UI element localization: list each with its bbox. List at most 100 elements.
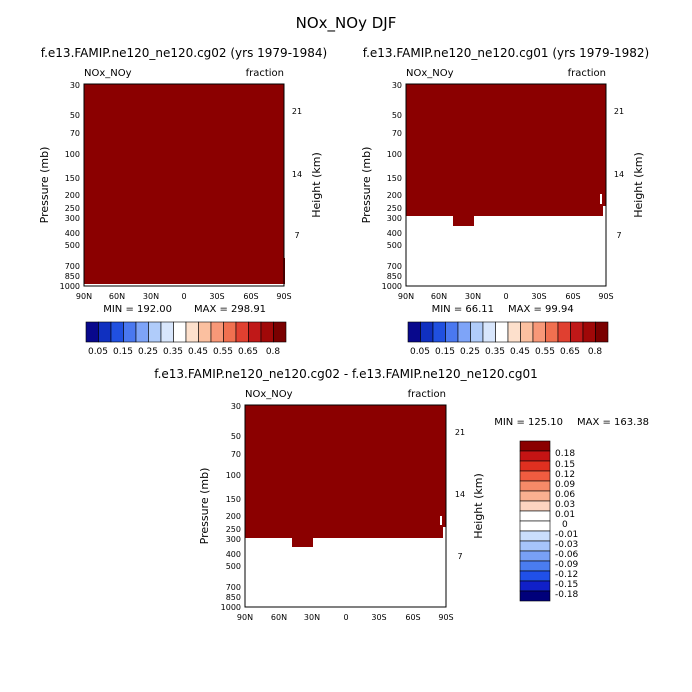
panel-2: f.e13.FAMIP.ne120_ne120.cg01 (yrs 1979-1… (360, 46, 649, 357)
panel-3-title: f.e13.FAMIP.ne120_ne120.cg02 - f.e13.FAM… (154, 367, 538, 381)
panel-3-ylabel: Pressure (mb) (198, 468, 211, 545)
panel-2-field-step-1 (602, 193, 606, 206)
panel-3-colorbar-label: 0.18 (555, 449, 575, 459)
panel-3-ytick-label: 150 (226, 495, 241, 504)
panel-2-ytick-label: 1000 (382, 282, 402, 291)
panel-3-colorbar-label: -0.01 (555, 530, 578, 540)
panel-3-ytick-label: 250 (226, 525, 241, 534)
colorbar-swatch (557, 321, 571, 343)
colorbar-swatch (123, 321, 137, 343)
panel-3-colorbar-label: 0.03 (555, 500, 575, 510)
colorbar-swatch (582, 321, 596, 343)
panel-2-colorbar-labels: 0.05 0.15 0.25 0.35 0.45 0.55 0.65 0.8 (410, 347, 602, 357)
panel-1-field (84, 84, 285, 284)
panel-1-ytick-label: 150 (65, 174, 80, 183)
colorbar-swatch (445, 321, 459, 343)
colorbar-swatch (519, 560, 551, 572)
panel-2-field-main (406, 84, 600, 216)
panel-2-ytick-label: 50 (392, 111, 402, 120)
panel-3-field-strip (439, 405, 446, 516)
colorbar-swatch (432, 321, 446, 343)
panel-1-ytick-label: 200 (65, 191, 80, 200)
panel-2-field-step-2 (599, 204, 603, 216)
panel-2-yticks-right: 21 14 7 (614, 107, 624, 240)
panel-1-xtick-label: 0 (181, 292, 186, 301)
colorbar-swatch (519, 540, 551, 552)
panel-2-xtick-label: 60N (431, 292, 447, 301)
panel-2-ytick-label: 400 (387, 229, 402, 238)
panel-3-colorbar-label: 0.12 (555, 470, 575, 480)
panel-3-field-main (245, 405, 440, 538)
panel-2-colorbar-label: 0.8 (588, 347, 603, 357)
panel-1-colorbar-label: 0.35 (163, 347, 183, 357)
colorbar-swatch (160, 321, 174, 343)
panel-3-field-notch (292, 536, 313, 547)
panel-2-xtick-label: 30S (531, 292, 546, 301)
colorbar-swatch (260, 321, 274, 343)
panel-2-ytick-label: 700 (387, 262, 402, 271)
panel-2-field (406, 84, 606, 226)
panel-2-plot-frame (405, 83, 607, 287)
panel-2-colorbar-label: 0.05 (410, 347, 430, 357)
panel-3-ytick-label: 1000 (221, 603, 241, 612)
panel-3-ytick-right-label: 7 (457, 552, 462, 561)
colorbar-swatch (148, 321, 162, 343)
colorbar-swatch (519, 510, 551, 522)
panel-3-colorbar-label: -0.15 (555, 580, 578, 590)
panel-2-xtick-label: 90N (398, 292, 414, 301)
panel-1-ytick-label: 300 (65, 214, 80, 223)
panel-3-colorbar (519, 440, 551, 602)
panel-3-ytick-label: 400 (226, 550, 241, 559)
colorbar-swatch (570, 321, 584, 343)
panel-1-xtick-label: 90N (76, 292, 92, 301)
panel-3-xtick-label: 30S (371, 613, 386, 622)
panel-1-colorbar-label: 0.25 (138, 347, 158, 357)
panel-1-xtick-label: 90S (276, 292, 291, 301)
panel-1-ytick-right-label: 7 (294, 231, 299, 240)
panel-2-xtick-label: 0 (503, 292, 508, 301)
panel-3-ytick-label: 70 (231, 450, 241, 459)
panel-3-ytick-label: 300 (226, 535, 241, 544)
colorbar-swatch (519, 480, 551, 492)
panel-3-ytick-label: 500 (226, 562, 241, 571)
colorbar-swatch (85, 321, 99, 343)
panel-3-left-label: NOx_NOy (245, 389, 293, 400)
panel-3-yticks: 30 50 70 100 150 200 250 300 400 500 700… (221, 402, 241, 612)
panel-1-colorbar-label: 0.65 (238, 347, 258, 357)
panel-3-xtick-label: 0 (343, 613, 348, 622)
panel-3-ylabel-right: Height (km) (472, 473, 485, 539)
panel-3-colorbar-label: -0.12 (555, 570, 578, 580)
colorbar-swatch (595, 321, 609, 343)
panel-1-colorbar-label: 0.55 (213, 347, 233, 357)
colorbar-swatch (519, 440, 551, 452)
panel-1-ytick-label: 50 (70, 111, 80, 120)
panel-1-ytick-label: 400 (65, 229, 80, 238)
panel-2-right-label: fraction (568, 68, 606, 79)
colorbar-swatch (519, 520, 551, 532)
panel-3-ytick-label: 850 (226, 593, 241, 602)
panel-2-ytick-right-label: 21 (614, 107, 624, 116)
panel-3-ytick-label: 50 (231, 432, 241, 441)
panel-1-colorbar-label: 0.15 (113, 347, 133, 357)
panel-3-min-label: MIN = 125.10 (494, 417, 563, 428)
panel-3-plot-frame (244, 404, 447, 608)
colorbar-swatch (507, 321, 521, 343)
panel-1-max-label: MAX = 298.91 (194, 304, 266, 315)
panel-3-field-step-2 (439, 525, 443, 538)
panel-3-colorbar-label: -0.06 (555, 550, 579, 560)
panel-1-ytick-right-label: 21 (292, 107, 302, 116)
panel-1-right-label: fraction (246, 68, 284, 79)
panel-2-ytick-label: 100 (387, 150, 402, 159)
colorbar-swatch (532, 321, 546, 343)
panel-3-colorbar-label: 0.15 (555, 460, 575, 470)
panel-3-xtick-label: 90N (237, 613, 253, 622)
panel-2-ytick-label: 150 (387, 174, 402, 183)
panel-2-colorbar (407, 321, 609, 343)
panel-3-ytick-label: 200 (226, 512, 241, 521)
colorbar-swatch (545, 321, 559, 343)
colorbar-swatch (520, 321, 534, 343)
panel-2-ytick-label: 250 (387, 204, 402, 213)
panel-1-ytick-label: 250 (65, 204, 80, 213)
panel-1-ytick-label: 1000 (60, 282, 80, 291)
colorbar-swatch (470, 321, 484, 343)
